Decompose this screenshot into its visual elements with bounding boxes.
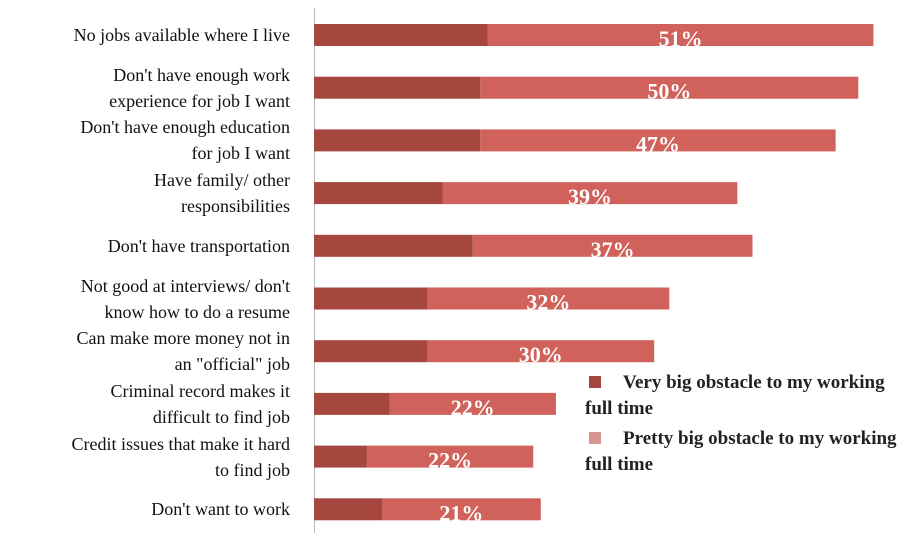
legend-swatch bbox=[589, 376, 601, 388]
bar-segment bbox=[382, 498, 541, 521]
bar-segment bbox=[314, 76, 481, 99]
value-label: 47% bbox=[636, 131, 680, 156]
value-label: 37% bbox=[591, 237, 635, 262]
bar-segment bbox=[314, 498, 383, 521]
bar-segment bbox=[480, 76, 859, 99]
bar-segment bbox=[314, 392, 390, 415]
value-label: 50% bbox=[647, 79, 691, 104]
value-label: 21% bbox=[439, 500, 483, 525]
legend-label: Pretty big obstacle to my working full t… bbox=[585, 428, 897, 475]
category-label: Credit issues that make it hard to find … bbox=[71, 433, 290, 480]
legend-entry: Very big obstacle to my working full tim… bbox=[585, 370, 910, 422]
category-label: No jobs available where I live bbox=[73, 25, 290, 45]
bar-segment bbox=[427, 287, 670, 310]
category-label: Don't want to work bbox=[151, 499, 290, 520]
bar-segment bbox=[389, 392, 556, 415]
bar-segment bbox=[366, 445, 534, 468]
category-label: Have family/ other responsibilities bbox=[154, 170, 290, 217]
category-label: Don't have transportation bbox=[107, 235, 290, 256]
bar-segment bbox=[314, 129, 481, 152]
legend-entry: Pretty big obstacle to my working full t… bbox=[585, 426, 910, 478]
value-label: 30% bbox=[519, 342, 563, 367]
value-label: 32% bbox=[526, 290, 570, 315]
category-label: Can make more money not in an "official"… bbox=[76, 328, 290, 375]
value-label: 22% bbox=[451, 395, 495, 420]
value-label: 51% bbox=[659, 26, 703, 51]
bar-segment bbox=[314, 182, 443, 205]
bar-segment bbox=[472, 234, 753, 257]
category-label: Don't have enough education for job I wa… bbox=[80, 117, 290, 164]
bar-segment bbox=[314, 445, 367, 468]
bar-segment bbox=[427, 340, 655, 363]
bar-segment bbox=[442, 182, 738, 205]
legend-swatch bbox=[589, 432, 601, 444]
value-label: 39% bbox=[568, 184, 612, 209]
bar-segment bbox=[314, 340, 428, 363]
bar-segment bbox=[314, 234, 473, 257]
bar-segment bbox=[314, 287, 428, 310]
bar-segment bbox=[480, 129, 836, 152]
category-label: Criminal record makes it difficult to fi… bbox=[110, 380, 290, 427]
bar-segment bbox=[487, 24, 874, 46]
legend-label: Very big obstacle to my working full tim… bbox=[585, 372, 885, 419]
bar-segment bbox=[314, 24, 488, 46]
value-label: 22% bbox=[428, 448, 472, 473]
category-label: Don't have enough work experience for jo… bbox=[109, 64, 290, 111]
category-label: Not good at interviews/ don't know how t… bbox=[80, 275, 290, 322]
